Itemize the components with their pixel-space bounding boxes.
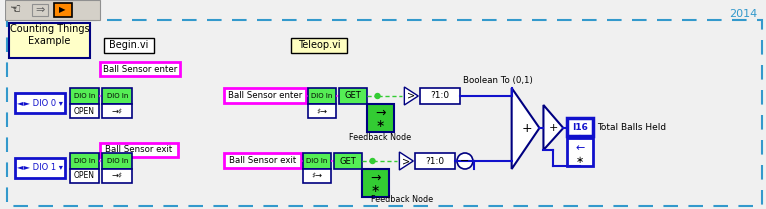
Text: Counting Things
Example: Counting Things Example — [10, 24, 90, 46]
Text: Begin.vi: Begin.vi — [110, 41, 149, 51]
Text: Total Balls Held: Total Balls Held — [597, 122, 666, 131]
Text: →: → — [370, 172, 381, 185]
FancyBboxPatch shape — [224, 153, 301, 168]
Text: 2014: 2014 — [728, 9, 757, 19]
Text: →: → — [375, 107, 386, 120]
FancyBboxPatch shape — [100, 62, 180, 76]
Text: DIO In: DIO In — [106, 93, 128, 99]
Text: →♯: →♯ — [112, 107, 123, 116]
Circle shape — [375, 93, 380, 98]
Text: DIO In: DIO In — [74, 93, 95, 99]
Polygon shape — [404, 87, 418, 105]
Text: OPEN: OPEN — [74, 172, 95, 181]
Polygon shape — [512, 88, 539, 169]
Bar — [7, 20, 762, 206]
FancyBboxPatch shape — [70, 169, 100, 183]
Text: ∗: ∗ — [576, 155, 584, 165]
FancyBboxPatch shape — [421, 88, 460, 104]
FancyBboxPatch shape — [104, 38, 154, 53]
Text: Ball Sensor exit: Ball Sensor exit — [106, 145, 172, 154]
Text: ◄► DIO 1 ▾: ◄► DIO 1 ▾ — [17, 163, 63, 172]
FancyBboxPatch shape — [70, 104, 100, 118]
Text: DIO In: DIO In — [311, 93, 332, 99]
Text: Feedback Node: Feedback Node — [372, 195, 434, 204]
Polygon shape — [543, 105, 563, 150]
FancyBboxPatch shape — [103, 104, 132, 118]
FancyBboxPatch shape — [9, 23, 90, 58]
FancyBboxPatch shape — [70, 88, 100, 104]
Text: Boolean To (0,1): Boolean To (0,1) — [463, 75, 532, 84]
FancyBboxPatch shape — [103, 153, 132, 169]
Text: ←: ← — [575, 143, 585, 153]
FancyBboxPatch shape — [15, 158, 64, 178]
Text: Feedback Node: Feedback Node — [349, 134, 411, 143]
FancyBboxPatch shape — [362, 169, 389, 197]
FancyBboxPatch shape — [103, 169, 132, 183]
FancyBboxPatch shape — [415, 153, 455, 169]
Text: −: − — [460, 156, 470, 166]
Polygon shape — [399, 152, 414, 170]
FancyBboxPatch shape — [303, 153, 331, 169]
Text: Ball Sensor exit: Ball Sensor exit — [228, 156, 296, 165]
FancyBboxPatch shape — [303, 169, 331, 183]
Text: I16: I16 — [572, 122, 588, 131]
Text: GET: GET — [344, 92, 361, 101]
FancyBboxPatch shape — [568, 118, 593, 136]
Text: ⇒: ⇒ — [35, 5, 44, 15]
FancyBboxPatch shape — [15, 93, 64, 113]
Text: DIO In: DIO In — [74, 158, 95, 164]
Circle shape — [370, 158, 375, 163]
FancyBboxPatch shape — [103, 88, 132, 104]
Text: ?1:0: ?1:0 — [430, 92, 450, 101]
Text: >: > — [408, 91, 415, 101]
Text: →♯: →♯ — [112, 172, 123, 181]
Text: ∗: ∗ — [371, 184, 380, 194]
Text: OPEN: OPEN — [74, 107, 95, 116]
FancyBboxPatch shape — [224, 88, 306, 103]
Text: ∗: ∗ — [376, 119, 385, 129]
Text: Ball Sensor enter: Ball Sensor enter — [228, 91, 302, 100]
FancyBboxPatch shape — [5, 0, 100, 20]
FancyBboxPatch shape — [291, 38, 347, 53]
Text: ?1:0: ?1:0 — [426, 157, 445, 166]
FancyBboxPatch shape — [308, 88, 336, 104]
Text: GET: GET — [339, 157, 356, 166]
FancyBboxPatch shape — [100, 143, 178, 157]
Text: ▶: ▶ — [59, 5, 66, 14]
FancyBboxPatch shape — [31, 4, 47, 16]
FancyBboxPatch shape — [339, 88, 367, 104]
Text: Teleop.vi: Teleop.vi — [297, 41, 340, 51]
Text: Ball Sensor enter: Ball Sensor enter — [103, 65, 177, 74]
Text: ☜: ☜ — [10, 4, 21, 17]
Text: ♯→: ♯→ — [312, 172, 322, 181]
FancyBboxPatch shape — [367, 104, 394, 132]
FancyBboxPatch shape — [308, 104, 336, 118]
Circle shape — [457, 153, 473, 169]
FancyBboxPatch shape — [334, 153, 362, 169]
Text: DIO In: DIO In — [106, 158, 128, 164]
Text: DIO In: DIO In — [306, 158, 328, 164]
Text: +: + — [548, 123, 558, 133]
Text: >: > — [402, 156, 411, 166]
FancyBboxPatch shape — [568, 138, 593, 166]
Text: ◄► DIO 0 ▾: ◄► DIO 0 ▾ — [17, 98, 63, 107]
FancyBboxPatch shape — [70, 153, 100, 169]
FancyBboxPatch shape — [54, 3, 71, 17]
Text: ♯→: ♯→ — [316, 107, 327, 116]
Text: +: + — [521, 121, 532, 135]
